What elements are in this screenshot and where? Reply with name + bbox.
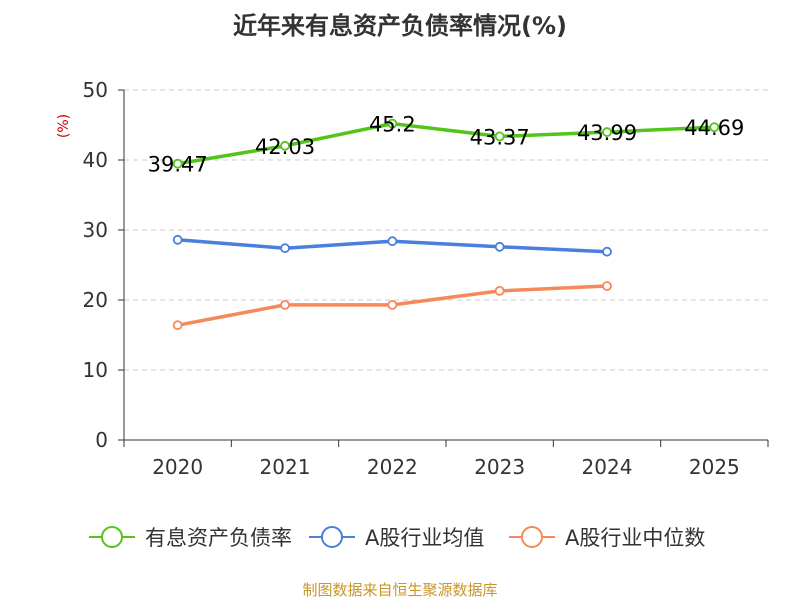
data-point[interactable] xyxy=(602,281,612,291)
data-point[interactable] xyxy=(172,320,183,331)
x-tick-label: 2020 xyxy=(152,455,203,479)
data-point[interactable] xyxy=(280,140,290,151)
y-tick-label: 50 xyxy=(83,78,108,102)
data-point[interactable] xyxy=(387,118,398,129)
data-label: 42.03 xyxy=(255,135,315,159)
x-tick-label: 2024 xyxy=(582,455,633,479)
y-tick-label: 10 xyxy=(83,358,108,382)
data-point[interactable] xyxy=(494,131,505,142)
x-tick-label: 2023 xyxy=(474,455,525,479)
data-label: 45.2 xyxy=(369,113,416,137)
grid-lines xyxy=(124,89,768,371)
y-axis-label: (%) xyxy=(56,114,72,138)
y-tick-label: 20 xyxy=(83,288,108,312)
x-tick-label: 2025 xyxy=(689,455,740,479)
legend-item[interactable]: 有息资产负债率 xyxy=(89,526,292,550)
data-point[interactable] xyxy=(172,158,183,169)
source-note: 制图数据来自恒生聚源数据库 xyxy=(302,581,497,599)
legend-item[interactable]: A股行业中位数 xyxy=(509,526,705,550)
data-label: 39.47 xyxy=(148,153,208,177)
data-point[interactable] xyxy=(494,241,505,252)
legend-marker-icon xyxy=(321,526,343,548)
axes: 0 10 20 30 40 50 2020 2021 2022 2023 2024 2025 xyxy=(83,78,769,479)
data-point[interactable] xyxy=(280,299,290,310)
legend-item[interactable]: A股行业均值 xyxy=(309,526,484,550)
data-point[interactable] xyxy=(280,243,290,254)
legend-label: A股行业均值 xyxy=(365,526,484,550)
x-tick-label: 2021 xyxy=(260,455,311,479)
y-tick-label: 30 xyxy=(83,218,108,242)
data-labels: 39.47 42.03 45.2 43.37 43.99 44.69 xyxy=(148,113,745,177)
chart-title: 近年来有息资产负债率情况(%) xyxy=(233,12,567,40)
data-label: 43.99 xyxy=(577,121,637,145)
data-point[interactable] xyxy=(602,246,612,257)
legend-marker-icon xyxy=(521,526,543,548)
series-lines xyxy=(172,118,720,331)
data-point[interactable] xyxy=(494,285,505,296)
y-tick-label: 40 xyxy=(83,148,108,172)
data-label: 43.37 xyxy=(470,125,530,149)
data-point[interactable] xyxy=(709,122,720,133)
data-point[interactable] xyxy=(387,299,398,310)
legend-label: A股行业中位数 xyxy=(565,526,705,550)
legend: 有息资产负债率 A股行业均值 A股行业中位数 xyxy=(89,526,705,550)
series-line-0 xyxy=(175,121,717,166)
x-tick-label: 2022 xyxy=(367,455,418,479)
data-point[interactable] xyxy=(387,236,398,247)
data-point[interactable] xyxy=(172,234,183,245)
data-label: 44.69 xyxy=(684,116,744,140)
data-point[interactable] xyxy=(602,127,612,137)
legend-marker-icon xyxy=(101,526,123,548)
legend-label: 有息资产负债率 xyxy=(145,526,292,550)
y-tick-label: 0 xyxy=(95,428,108,452)
